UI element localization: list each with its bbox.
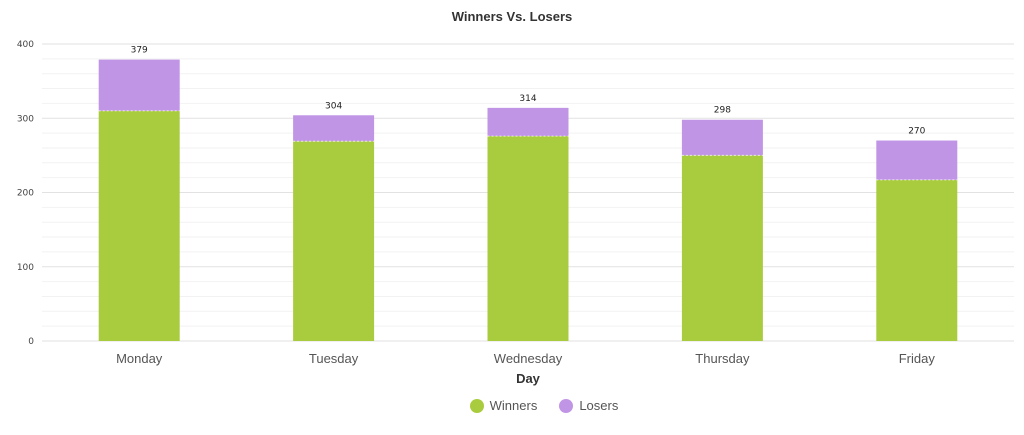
y-tick-label: 0	[28, 337, 34, 347]
y-tick-label: 200	[17, 189, 34, 199]
chart-title: Winners Vs. Losers	[451, 9, 573, 24]
bar-winners-wednesday	[487, 136, 569, 341]
bar-total-label: 379	[131, 46, 148, 56]
x-axis-title: Day	[516, 371, 540, 386]
legend-label: Winners	[489, 398, 538, 413]
x-tick-label: Wednesday	[494, 351, 563, 366]
bar-total-label: 270	[908, 127, 925, 137]
y-tick-label: 300	[17, 114, 34, 124]
bar-losers-wednesday	[487, 107, 569, 137]
legend-swatch	[469, 398, 484, 413]
bar-total-label: 298	[714, 106, 731, 116]
x-tick-label: Monday	[116, 351, 163, 366]
y-tick-label: 400	[17, 40, 34, 50]
bar-losers-tuesday	[293, 115, 375, 142]
bar-losers-thursday	[681, 119, 763, 156]
legend-swatch	[559, 398, 574, 413]
bar-total-label: 304	[325, 101, 342, 111]
x-tick-label: Thursday	[695, 351, 750, 366]
legend-label: Losers	[579, 398, 619, 413]
x-tick-label: Tuesday	[309, 351, 359, 366]
bar-winners-thursday	[681, 155, 763, 341]
bar-winners-friday	[876, 179, 958, 341]
bar-losers-monday	[98, 59, 180, 111]
legend-item-losers[interactable]: Losers	[559, 398, 618, 413]
bar-losers-friday	[876, 140, 958, 180]
legend: Winners Losers	[0, 398, 1024, 413]
bar-total-label: 314	[519, 94, 536, 104]
x-tick-label: Friday	[899, 351, 936, 366]
bar-winners-tuesday	[293, 141, 375, 341]
y-tick-label: 100	[17, 263, 34, 273]
legend-item-winners[interactable]: Winners	[469, 398, 538, 413]
bar-winners-monday	[98, 110, 180, 341]
